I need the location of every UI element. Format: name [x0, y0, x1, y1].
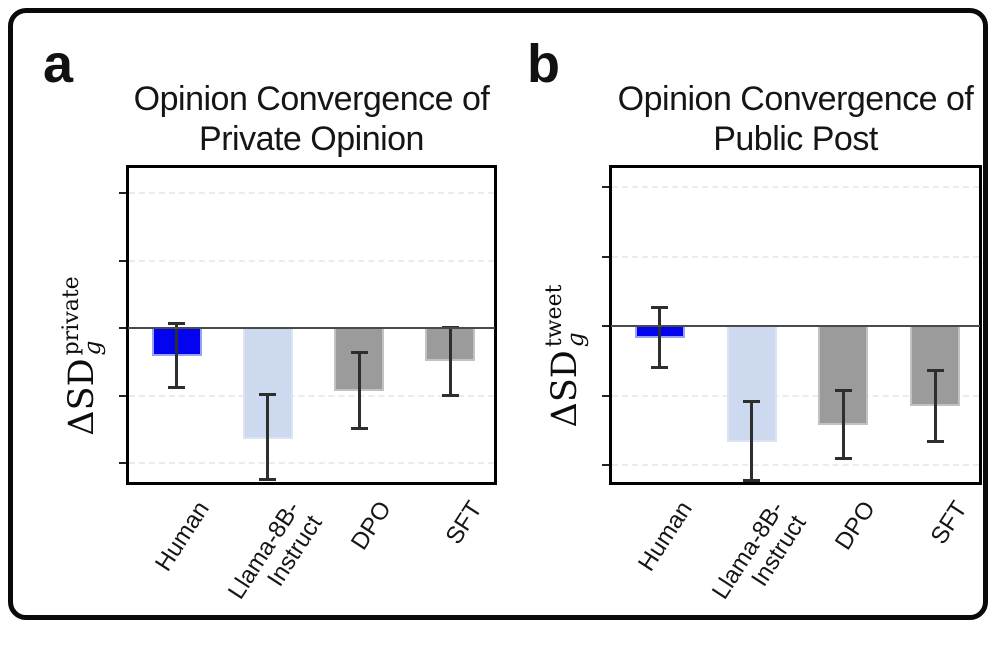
y-axis-tick — [119, 192, 126, 194]
figure-frame: a Opinion Convergence of Private Opinion… — [8, 8, 988, 620]
zero-line — [128, 327, 495, 329]
y-axis-label-a: ΔSD private g — [50, 196, 114, 516]
error-bar-line — [357, 350, 361, 430]
error-bar-cap-bottom — [926, 439, 944, 443]
error-bar-cap-top — [350, 350, 368, 354]
gridline — [129, 192, 494, 194]
gridline — [612, 186, 979, 188]
y-axis-tick — [602, 394, 609, 397]
error-bar-cap-top — [168, 321, 186, 325]
y-axis-label-scripts: private g — [59, 276, 106, 356]
error-bar-line — [266, 393, 270, 481]
gridline — [129, 462, 494, 464]
y-axis-tick — [119, 462, 126, 464]
error-bar-line — [448, 325, 452, 397]
error-bar-cap-bottom — [350, 426, 368, 430]
y-axis-tick — [602, 186, 609, 188]
y-axis-label-scripts: tweet g — [542, 285, 589, 348]
zero-line — [611, 325, 980, 327]
error-bar-cap-top — [651, 305, 669, 309]
y-axis-tick — [119, 394, 126, 397]
error-bar-line — [750, 399, 754, 482]
error-bar-cap-bottom — [743, 478, 761, 482]
y-axis-label-b: ΔSD tweet g — [533, 196, 597, 516]
error-bar-cap-top — [926, 369, 944, 373]
chart-title-a: Opinion Convergence of Private Opinion — [116, 79, 507, 159]
chart-title-line: Private Opinion — [199, 120, 424, 158]
error-bar-cap-bottom — [168, 385, 186, 389]
chart-title-line: Opinion Convergence of — [617, 80, 974, 118]
error-bar-cap-top — [834, 389, 852, 393]
error-bar-cap-top — [259, 393, 277, 397]
x-tick-label-llama-8b-instruct: Llama-8B- Instruct — [706, 496, 812, 605]
gridline — [612, 255, 979, 258]
error-bar-line — [933, 369, 937, 443]
y-axis-tick — [119, 259, 126, 262]
gridline — [612, 464, 979, 466]
panel-label-a: a — [43, 34, 74, 94]
chart-title-line: Public Post — [713, 120, 878, 158]
gridline — [129, 259, 494, 262]
x-tick-label-llama-8b-instruct: Llama-8B- Instruct — [222, 496, 328, 605]
y-axis-tick — [602, 325, 609, 327]
error-bar-cap-bottom — [259, 477, 277, 481]
x-tick-label-sft: SFT — [925, 496, 973, 550]
error-bar-line — [658, 305, 662, 370]
plot-area-b — [602, 165, 982, 485]
y-axis-label-base: ΔSD — [61, 358, 102, 436]
gridline — [612, 394, 979, 397]
error-bar-cap-bottom — [834, 457, 852, 461]
y-axis-tick — [119, 327, 126, 329]
chart-title-b: Opinion Convergence of Public Post — [599, 79, 992, 159]
error-bar-cap-bottom — [651, 366, 669, 370]
error-bar-line — [841, 389, 845, 461]
gridline — [129, 394, 494, 397]
error-bar-line — [175, 321, 179, 389]
x-tick-label-human: Human — [149, 496, 215, 577]
y-axis-tick — [602, 255, 609, 258]
x-tick-label-dpo: DPO — [830, 496, 882, 555]
plot-area-a — [119, 165, 497, 485]
y-axis-label-subscript: g — [562, 332, 589, 348]
x-tick-label-dpo: DPO — [345, 496, 397, 555]
x-axis-labels-a: Human Llama-8B- Instruct DPO SFT — [129, 489, 494, 644]
y-axis-tick — [602, 464, 609, 466]
y-axis-label-base: ΔSD — [544, 350, 585, 428]
error-bar-cap-top — [743, 399, 761, 403]
y-axis-label-subscript: g — [79, 340, 106, 356]
error-bar-cap-bottom — [441, 393, 459, 397]
x-tick-label-human: Human — [632, 496, 698, 577]
x-axis-labels-b: Human Llama-8B- Instruct DPO SFT — [612, 489, 979, 644]
panel-label-b: b — [527, 34, 560, 94]
chart-title-line: Opinion Convergence of — [133, 80, 490, 118]
x-tick-label-sft: SFT — [440, 496, 489, 550]
